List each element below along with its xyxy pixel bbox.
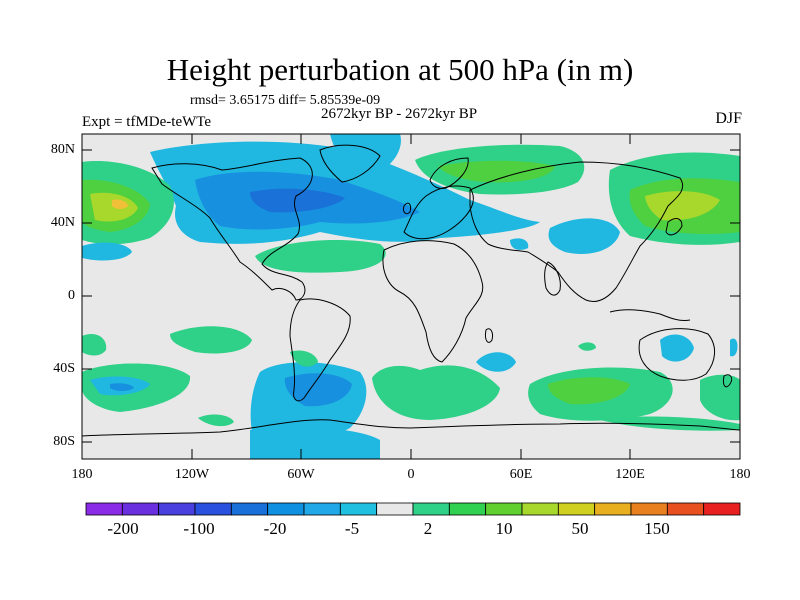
pos-anomaly-antarctic-coast bbox=[600, 416, 740, 431]
ytick-label-80n: 80N bbox=[50, 142, 75, 157]
coast-antarctica bbox=[82, 419, 740, 437]
colorbar-segment bbox=[594, 502, 632, 516]
colorbar-segment bbox=[630, 502, 668, 516]
coast-north-america bbox=[151, 157, 313, 301]
stats-line: rmsd= 3.65175 diff= 5.85539e-09 bbox=[190, 93, 381, 108]
colorbar-label-neg20: -20 bbox=[263, 519, 287, 538]
colorbar-segment bbox=[85, 502, 123, 516]
colorbar-segment bbox=[339, 502, 378, 516]
neg-anomaly-indian-ocean bbox=[476, 352, 516, 372]
neg-anomaly-north-pacific-small bbox=[82, 242, 132, 261]
xtick-label-180e: 180 bbox=[729, 467, 751, 482]
neg-anomaly-south-pole bbox=[250, 427, 380, 459]
neg-anomaly-south-pacific-core bbox=[110, 383, 134, 391]
plot-title: Height perturbation at 500 hPa (in m) bbox=[166, 52, 634, 87]
colorbar-segment bbox=[158, 502, 196, 516]
ytick-label-0: 0 bbox=[68, 288, 75, 303]
pos-anomaly-south-pacific-west bbox=[82, 333, 107, 356]
colorbar-segment bbox=[557, 502, 596, 516]
pos-anomaly-atlantic-north bbox=[255, 240, 386, 273]
coast-india bbox=[544, 261, 561, 296]
coast-europe bbox=[403, 185, 474, 240]
colorbar-label-neg100: -100 bbox=[183, 519, 215, 538]
experiment-label: Expt = tfMDe-teWTe bbox=[82, 114, 212, 130]
pos-anomaly-south-america bbox=[290, 350, 318, 367]
ytick-label-80s: 80S bbox=[53, 434, 75, 449]
colorbar-segment bbox=[194, 502, 232, 516]
colorbar-segment bbox=[666, 502, 705, 516]
coast-new-zealand bbox=[723, 374, 733, 388]
neg-anomaly-asia-1 bbox=[548, 218, 620, 254]
pos-anomaly-south-pacific-1 bbox=[170, 326, 252, 354]
pos-anomaly-south-atlantic bbox=[372, 365, 500, 420]
xtick-label-60w: 60W bbox=[287, 467, 315, 482]
colorbar-label-neg200: -200 bbox=[107, 519, 139, 538]
contour-field bbox=[82, 134, 740, 459]
colorbar-segment bbox=[267, 502, 305, 516]
colorbar-segment bbox=[376, 502, 414, 516]
colorbar-label-10: 10 bbox=[495, 519, 513, 538]
xtick-label-120e: 120E bbox=[615, 467, 645, 482]
ytick-label-40n: 40N bbox=[50, 215, 75, 230]
neg-anomaly-arctic bbox=[330, 134, 401, 176]
colorbar-segment bbox=[303, 502, 341, 516]
colorbar-segment bbox=[521, 502, 559, 516]
neg-anomaly-north-atlantic-strong bbox=[250, 188, 345, 213]
colorbar-label-2: 2 bbox=[423, 519, 433, 538]
neg-anomaly-australia bbox=[660, 334, 694, 362]
xtick-label-0: 0 bbox=[407, 467, 415, 482]
colorbar-segment bbox=[230, 502, 269, 516]
period-label: 2672kyr BP - 2672kyr BP bbox=[321, 106, 478, 122]
colorbar-segment bbox=[121, 502, 160, 516]
neg-anomaly-south-america-core bbox=[284, 373, 352, 407]
ytick-label-40s: 40S bbox=[53, 361, 75, 376]
xtick-label-60e: 60E bbox=[509, 467, 533, 482]
coast-japan bbox=[665, 218, 683, 236]
season-label: DJF bbox=[715, 110, 742, 127]
coast-asia bbox=[469, 161, 684, 302]
coast-australia bbox=[638, 328, 715, 381]
coast-uk bbox=[403, 202, 411, 215]
pos-anomaly-north-pacific-east-strong bbox=[645, 191, 720, 221]
coast-greenland bbox=[319, 144, 381, 183]
axis-ticks bbox=[81, 134, 741, 459]
xtick-label-180w: 180 bbox=[71, 467, 93, 482]
pos-anomaly-south-pacific-east bbox=[700, 374, 740, 421]
coast-indonesia bbox=[609, 309, 691, 321]
pos-anomaly-north-pacific-west-max bbox=[112, 199, 128, 209]
colorbar-segment bbox=[412, 502, 450, 516]
coast-madagascar bbox=[485, 328, 493, 343]
neg-anomaly-australia-east bbox=[730, 338, 738, 357]
colorbar-label-neg5: -5 bbox=[344, 519, 360, 538]
colorbar-segment bbox=[485, 502, 523, 516]
pos-anomaly-southeast-asia bbox=[578, 342, 596, 351]
colorbar bbox=[85, 502, 741, 516]
coast-south-america bbox=[289, 298, 351, 402]
colorbar-label-150: 150 bbox=[644, 519, 670, 538]
pos-anomaly-south-pacific-3 bbox=[198, 414, 234, 427]
coastlines bbox=[82, 144, 740, 437]
coast-scandinavia bbox=[429, 157, 469, 189]
coast-africa bbox=[382, 240, 484, 363]
colorbar-segment bbox=[448, 502, 487, 516]
neg-anomaly-asia-2 bbox=[510, 238, 529, 250]
pos-anomaly-south-indian-mid bbox=[548, 377, 630, 405]
colorbar-segment bbox=[703, 502, 741, 516]
colorbar-label-50: 50 bbox=[571, 519, 589, 538]
xtick-label-120w: 120W bbox=[174, 467, 210, 482]
